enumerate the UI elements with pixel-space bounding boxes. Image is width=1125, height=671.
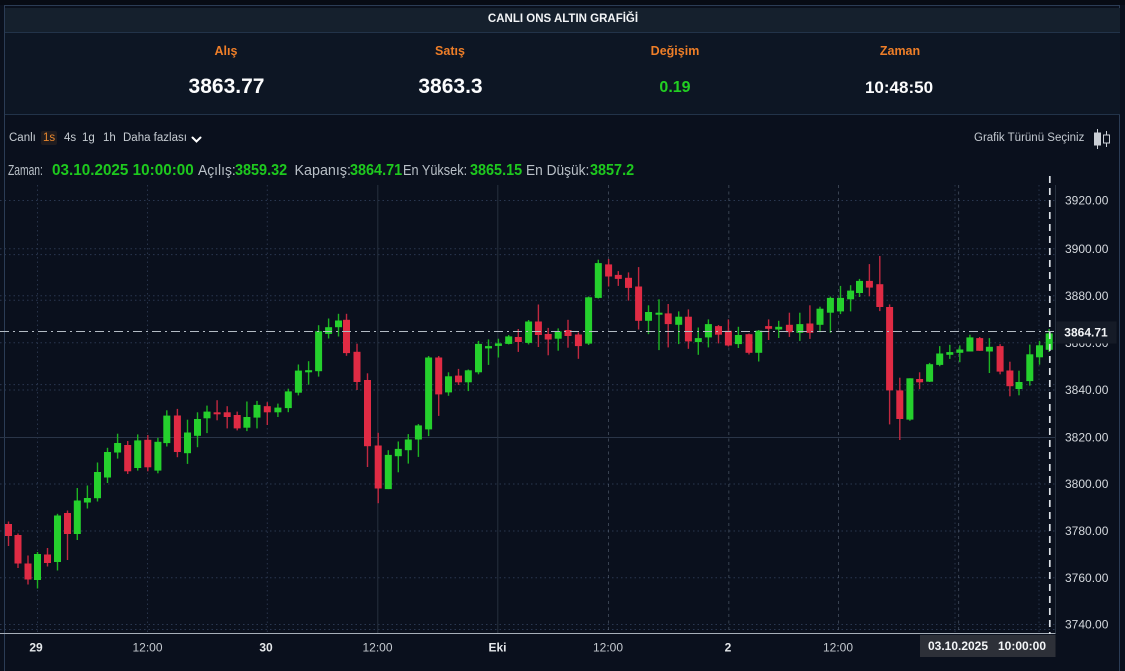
- svg-text:3800.00: 3800.00: [1065, 477, 1109, 491]
- svg-text:Eki: Eki: [488, 641, 506, 655]
- svg-text:3864.71: 3864.71: [1064, 326, 1108, 340]
- svg-text:12:00: 12:00: [132, 641, 162, 655]
- svg-text:3880.00: 3880.00: [1065, 289, 1109, 303]
- svg-text:3760.00: 3760.00: [1065, 571, 1109, 585]
- svg-text:03.10.2025: 03.10.2025: [928, 639, 988, 653]
- svg-text:12:00: 12:00: [362, 641, 392, 655]
- svg-text:10:00:00: 10:00:00: [998, 639, 1046, 653]
- svg-text:2: 2: [725, 641, 732, 655]
- svg-text:12:00: 12:00: [593, 641, 623, 655]
- svg-text:3740.00: 3740.00: [1065, 618, 1109, 632]
- svg-text:3820.00: 3820.00: [1065, 431, 1109, 445]
- svg-text:30: 30: [259, 641, 273, 655]
- svg-text:12:00: 12:00: [823, 641, 853, 655]
- svg-text:29: 29: [29, 641, 43, 655]
- svg-text:3780.00: 3780.00: [1065, 524, 1109, 538]
- svg-text:3900.00: 3900.00: [1065, 242, 1109, 256]
- svg-text:3840.00: 3840.00: [1065, 383, 1109, 397]
- svg-text:3920.00: 3920.00: [1065, 194, 1109, 208]
